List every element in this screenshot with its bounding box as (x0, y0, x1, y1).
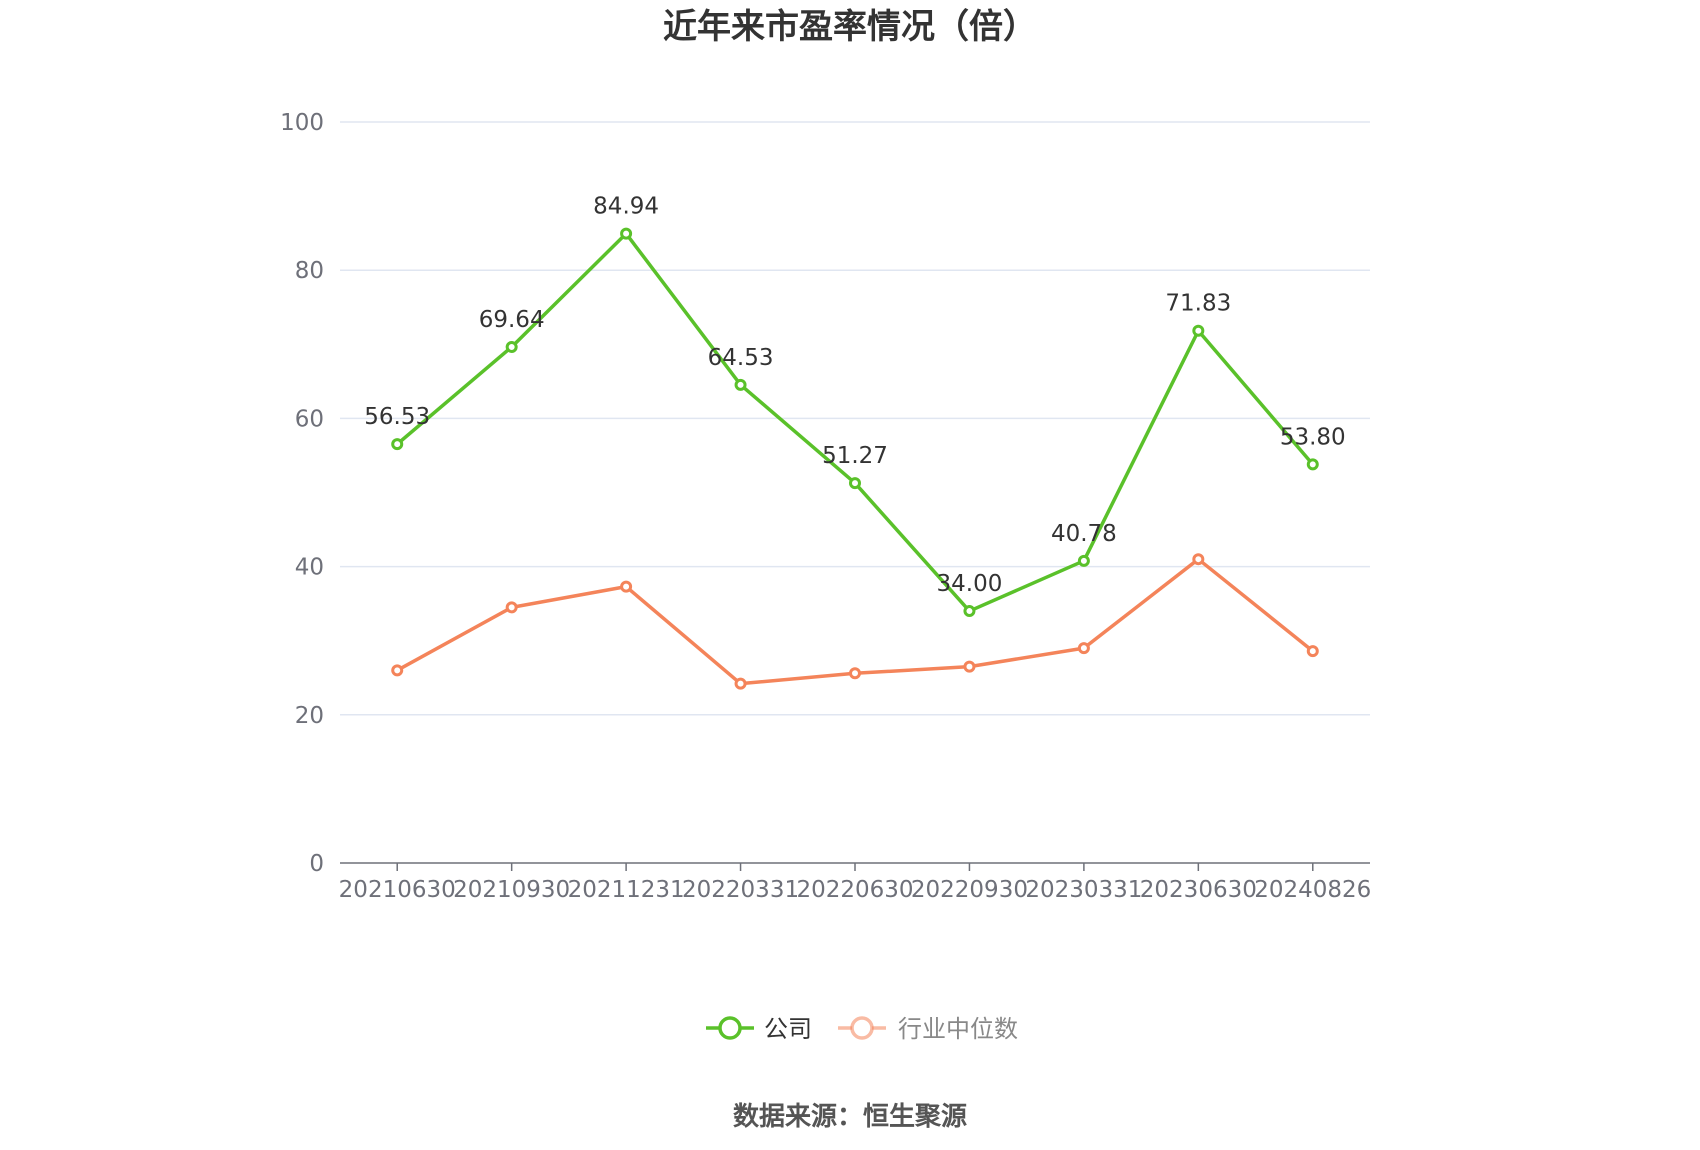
data-point (1306, 458, 1319, 471)
x-tick-label: 20211231 (568, 877, 685, 903)
data-source: 数据来源：恒生聚源 (733, 1102, 967, 1132)
data-label: 84.94 (593, 194, 659, 220)
data-point (505, 601, 518, 614)
legend-label: 公司 (764, 1015, 812, 1043)
x-tick-label: 20240826 (1254, 877, 1371, 903)
data-point (734, 677, 747, 690)
axes: 0204060801002021063020210930202112312022… (280, 110, 1371, 903)
legend-marker (718, 1016, 742, 1040)
data-label: 56.53 (364, 404, 430, 430)
data-point (734, 378, 747, 391)
data-label: 69.64 (479, 307, 545, 333)
data-point (849, 477, 861, 490)
data-label: 34.00 (937, 571, 1003, 597)
x-tick-label: 20230630 (1140, 877, 1257, 903)
y-tick-label: 80 (295, 258, 324, 284)
x-tick-label: 20220331 (682, 877, 799, 903)
x-tick-label: 20210630 (339, 877, 456, 903)
chart-title: 近年来市盈率情况（倍） (663, 7, 1037, 47)
y-tick-label: 0 (309, 851, 324, 877)
x-tick-label: 20210930 (453, 877, 570, 903)
data-point (505, 340, 518, 353)
data-point (963, 605, 976, 618)
series-lines (391, 227, 1319, 690)
data-label: 51.27 (822, 443, 888, 469)
data-label: 40.78 (1051, 521, 1117, 547)
data-point (1306, 645, 1319, 658)
y-tick-label: 60 (295, 406, 324, 432)
data-point (1077, 642, 1090, 655)
legend-label: 行业中位数 (898, 1015, 1018, 1043)
data-label: 53.80 (1280, 424, 1346, 450)
x-tick-label: 20230331 (1025, 877, 1142, 903)
grid-lines (340, 121, 1370, 716)
legend: 公司 行业中位数 (706, 1015, 1018, 1043)
data-point (391, 438, 404, 451)
data-point (620, 580, 633, 593)
x-tick-label: 20220930 (911, 877, 1028, 903)
y-tick-label: 100 (280, 110, 324, 136)
data-point (620, 227, 633, 240)
y-tick-label: 20 (295, 703, 324, 729)
data-label: 64.53 (708, 345, 774, 371)
data-point (1192, 553, 1205, 566)
data-point (1192, 324, 1205, 337)
legend-marker (850, 1016, 874, 1040)
data-label: 71.83 (1165, 291, 1231, 317)
data-point (391, 664, 404, 677)
data-point (963, 660, 976, 673)
x-tick-label: 20220630 (796, 877, 913, 903)
series-line (396, 557, 1314, 686)
data-point (849, 667, 861, 680)
data-point (1077, 554, 1090, 567)
data-labels: 56.53 69.64 84.94 64.53 51.27 34.00 40.78 71.83… (364, 194, 1345, 597)
y-tick-label: 40 (295, 555, 324, 581)
